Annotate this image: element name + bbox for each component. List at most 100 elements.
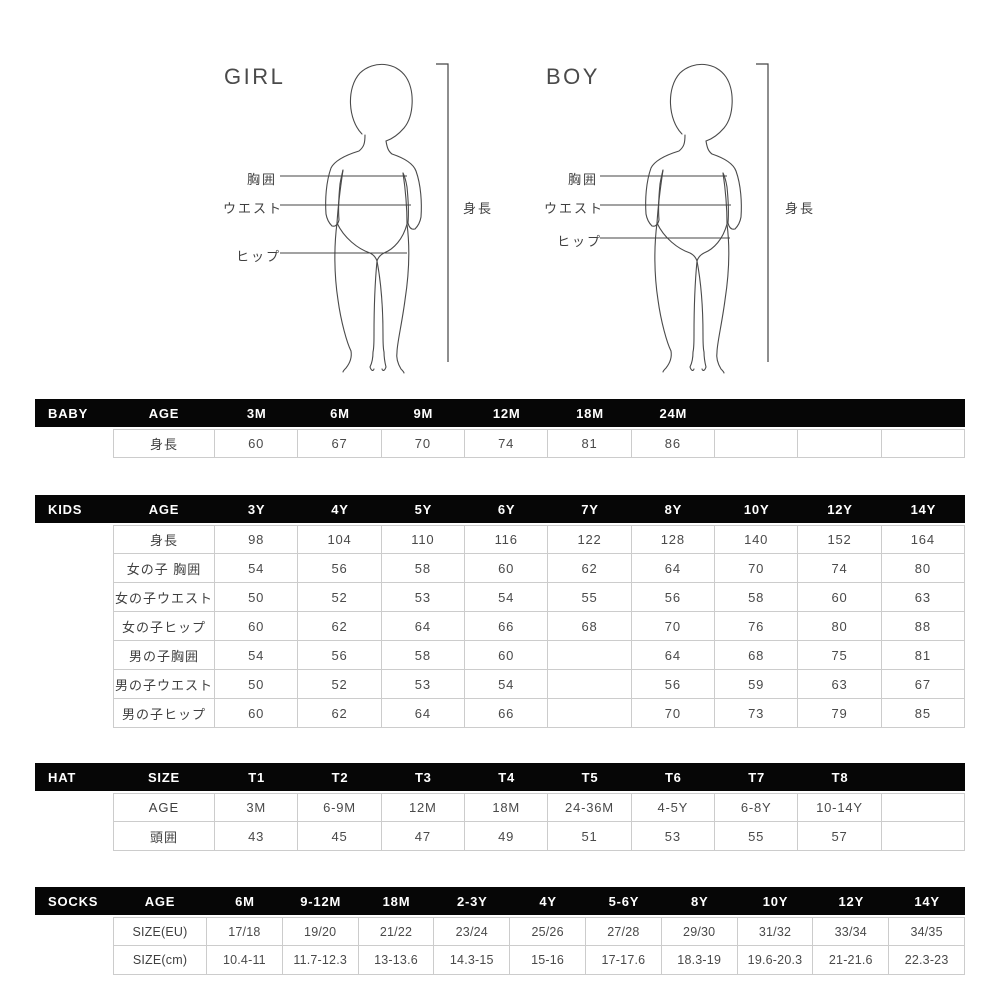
table-cell: 128 xyxy=(631,525,715,554)
table-cell: 58 xyxy=(381,554,465,583)
table-cell: 74 xyxy=(798,554,882,583)
boy-measure-lines xyxy=(600,175,731,239)
table-cell: 104 xyxy=(298,525,382,554)
table-cell: 22.3-23 xyxy=(889,946,965,975)
column-header: 6M xyxy=(235,893,255,909)
table-cell: 66 xyxy=(465,612,549,641)
table-cell: 60 xyxy=(215,612,299,641)
table-row: 男の子ヒップ 60 62 64 66 70 73 79 85 xyxy=(35,699,965,728)
girl-height-label: 身長 xyxy=(463,201,494,216)
table-row: 男の子ウエスト 50 52 53 54 56 59 63 67 xyxy=(35,670,965,699)
row-spacer xyxy=(35,612,113,641)
header-label: AGE xyxy=(148,405,180,421)
table-cell: 51 xyxy=(548,822,632,851)
row-label: 男の子ヒップ xyxy=(113,699,215,728)
row-label: SIZE(cm) xyxy=(113,946,207,975)
table-row: 身長 60 67 70 74 81 86 xyxy=(35,429,965,458)
table-cell: 64 xyxy=(631,554,715,583)
table-row: 頭囲 43 45 47 49 51 53 55 57 xyxy=(35,822,965,851)
row-label: 女の子ウエスト xyxy=(113,583,215,612)
table-cell: 25/26 xyxy=(510,917,586,946)
table-row: 女の子ヒップ 60 62 64 66 68 70 76 80 88 xyxy=(35,612,965,641)
column-header: 6Y xyxy=(497,501,516,517)
boy-height-bracket xyxy=(756,63,769,362)
table-cell: 43 xyxy=(215,822,299,851)
column-header: 18M xyxy=(382,893,411,909)
table-row: 男の子胸囲 54 56 58 60 64 68 75 81 xyxy=(35,641,965,670)
table-cell: 54 xyxy=(465,583,549,612)
table-body: AGE 3M 6-9M 12M 18M 24-36M 4-5Y 6-8Y 10-14Y 頭囲 43 4… xyxy=(35,793,965,851)
size-table-baby: BABY AGE 3M 6M 9M 12M 18M 24M 身長 60 67 70 74 81 86 xyxy=(35,399,965,458)
table-header-row: BABY AGE 3M 6M 9M 12M 18M 24M xyxy=(35,399,965,427)
table-cell: 45 xyxy=(298,822,382,851)
column-header: 5-6Y xyxy=(608,893,640,909)
table-cell: 55 xyxy=(715,822,799,851)
row-spacer xyxy=(35,583,113,612)
header-label: AGE xyxy=(144,893,176,909)
table-cell: 10-14Y xyxy=(798,793,882,822)
table-cell: 21/22 xyxy=(358,917,435,946)
row-spacer xyxy=(35,699,113,728)
column-header: 3Y xyxy=(247,501,266,517)
column-header: T3 xyxy=(414,769,432,785)
girl-waist-label: ウエスト xyxy=(223,201,284,216)
table-cell: 34/35 xyxy=(889,917,965,946)
table-cell: 58 xyxy=(715,583,799,612)
row-spacer xyxy=(35,554,113,583)
table-cell: 88 xyxy=(881,612,965,641)
row-spacer xyxy=(35,670,113,699)
table-cell: 52 xyxy=(298,670,382,699)
table-cell: 59 xyxy=(715,670,799,699)
table-cell: 11.7-12.3 xyxy=(282,946,359,975)
table-cell: 17/18 xyxy=(207,917,283,946)
table-cell: 85 xyxy=(881,699,965,728)
table-cell xyxy=(715,429,799,458)
table-cell: 56 xyxy=(298,554,382,583)
table-cell: 60 xyxy=(465,641,549,670)
column-header: T2 xyxy=(331,769,349,785)
boy-body-outline xyxy=(645,63,742,374)
table-cell: 12M xyxy=(381,793,465,822)
table-cell: 17-17.6 xyxy=(586,946,662,975)
column-header: 12Y xyxy=(838,893,865,909)
table-cell: 110 xyxy=(381,525,465,554)
column-header: T7 xyxy=(748,769,766,785)
column-header: 4Y xyxy=(331,501,349,517)
table-cell: 68 xyxy=(548,612,632,641)
table-cell: 64 xyxy=(381,612,465,641)
table-cell: 33/34 xyxy=(813,917,890,946)
table-cell: 74 xyxy=(465,429,549,458)
column-header: 8Y xyxy=(690,893,709,909)
row-spacer xyxy=(35,641,113,670)
column-header: 24M xyxy=(659,405,688,421)
row-label: 女の子ヒップ xyxy=(113,612,215,641)
table-cell: 73 xyxy=(715,699,799,728)
column-header: 6M xyxy=(330,405,350,421)
column-header: T4 xyxy=(498,769,516,785)
column-header: 10Y xyxy=(762,893,789,909)
table-cell xyxy=(881,429,965,458)
boy-chest-label: 胸囲 xyxy=(568,172,599,187)
table-cell: 66 xyxy=(465,699,549,728)
table-cell: 56 xyxy=(631,670,715,699)
table-cell: 4-5Y xyxy=(631,793,715,822)
category-label: BABY xyxy=(48,405,89,421)
column-header: 14Y xyxy=(910,501,937,517)
table-cell: 70 xyxy=(381,429,465,458)
boy-title: BOY xyxy=(546,64,600,89)
row-spacer xyxy=(35,793,113,822)
table-cell: 63 xyxy=(881,583,965,612)
row-spacer xyxy=(35,917,113,946)
table-cell: 54 xyxy=(215,641,299,670)
table-cell: 24-36M xyxy=(548,793,632,822)
table-cell: 53 xyxy=(381,583,465,612)
table-cell: 14.3-15 xyxy=(434,946,511,975)
column-header: T6 xyxy=(664,769,682,785)
table-cell: 53 xyxy=(381,670,465,699)
table-cell: 55 xyxy=(548,583,632,612)
table-row: AGE 3M 6-9M 12M 18M 24-36M 4-5Y 6-8Y 10-14Y xyxy=(35,793,965,822)
row-spacer xyxy=(35,525,113,554)
table-cell: 79 xyxy=(798,699,882,728)
table-cell: 19.6-20.3 xyxy=(737,946,814,975)
girl-hip-label: ヒップ xyxy=(236,249,282,264)
